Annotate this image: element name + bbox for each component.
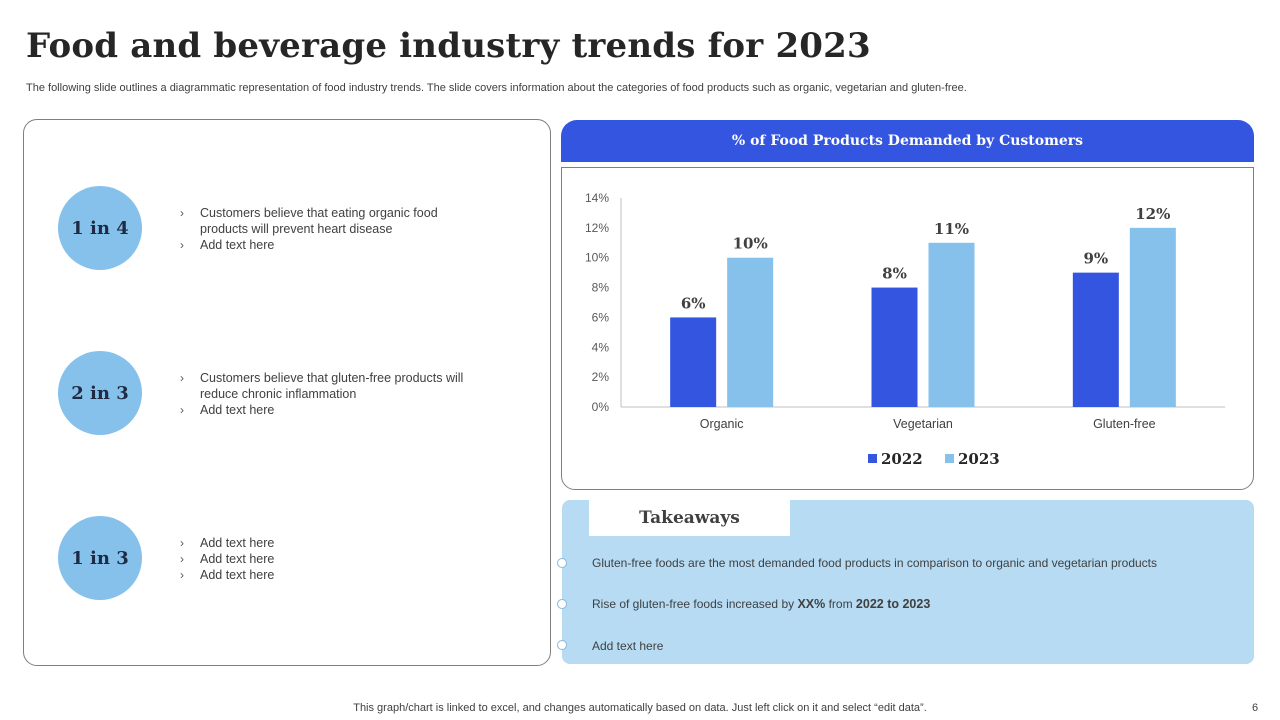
- y-tick-label: 10%: [585, 251, 609, 265]
- takeaways-heading: Takeaways: [589, 500, 790, 536]
- bar-2022-gluten-free: [1072, 272, 1119, 407]
- chart-frame[interactable]: [561, 167, 1254, 490]
- stat-circle-1: 1 in 4: [58, 186, 142, 270]
- takeaway-item-3: Add text here: [592, 639, 664, 653]
- data-label: 12%: [1135, 205, 1170, 223]
- chevron-right-icon: ›: [180, 568, 184, 582]
- slide-subtitle: The following slide outlines a diagramma…: [26, 82, 967, 94]
- data-label: 8%: [882, 265, 907, 283]
- takeaway-bullet-icon: [557, 640, 567, 650]
- bar-2022-organic: [670, 317, 717, 407]
- bullet-item: › Add text here: [180, 403, 275, 417]
- bullet-item: › Add text here: [180, 238, 275, 252]
- chevron-right-icon: ›: [180, 403, 184, 417]
- takeaway-item-2: Rise of gluten-free foods increased by X…: [592, 597, 931, 611]
- stat-circle-2: 2 in 3: [58, 351, 142, 435]
- chevron-right-icon: ›: [180, 552, 184, 566]
- y-tick-label: 12%: [585, 221, 609, 235]
- bar-chart[interactable]: 0% 2% 4% 6% 8% 10% 12% 14% 6% 10% Organic 8% 11% Vege…: [561, 167, 1254, 490]
- bullet-item: › Customers believe that eating organic f…: [180, 206, 438, 236]
- stat-bullets-1: › Customers believe that eating organic f…: [180, 205, 480, 253]
- bullet-item: › Add text here: [180, 536, 275, 550]
- takeaway-bullet-icon: [557, 599, 567, 609]
- takeaway-bullet-icon: [557, 558, 567, 568]
- y-tick-label: 2%: [592, 370, 610, 384]
- data-label: 11%: [934, 220, 969, 238]
- y-tick-label: 14%: [585, 191, 609, 205]
- x-tick-label: Vegetarian: [893, 417, 953, 431]
- stat-bullets-3: › Add text here › Add text here › Add text …: [180, 535, 480, 583]
- legend-swatch-2023: [945, 454, 954, 463]
- legend-label-2023: 2023: [958, 450, 1000, 468]
- y-tick-label: 4%: [592, 340, 610, 354]
- chevron-right-icon: ›: [180, 536, 184, 550]
- chart-header: % of Food Products Demanded by Customers: [561, 120, 1254, 162]
- bullet-item: › Add text here: [180, 568, 275, 582]
- bar-2023-organic: [727, 257, 774, 407]
- bar-2023-gluten-free: [1129, 227, 1176, 407]
- bullet-item: › Add text here: [180, 552, 275, 566]
- bullet-item: › Customers believe that gluten-free prod…: [180, 371, 464, 401]
- x-tick-label: Organic: [700, 417, 744, 431]
- footer-note: This graph/chart is linked to excel, and…: [353, 702, 927, 714]
- bar-2022-vegetarian: [871, 287, 918, 407]
- data-label: 10%: [733, 235, 768, 253]
- bar-2023-vegetarian: [928, 242, 975, 407]
- y-tick-label: 6%: [592, 310, 610, 324]
- data-label: 6%: [681, 294, 706, 312]
- chevron-right-icon: ›: [180, 238, 184, 252]
- y-tick-label: 0%: [592, 400, 610, 414]
- takeaway-item-1: Gluten-free foods are the most demanded …: [592, 556, 1158, 570]
- x-tick-label: Gluten-free: [1093, 417, 1156, 431]
- stat-bullets-2: › Customers believe that gluten-free prod…: [180, 370, 480, 418]
- legend-swatch-2022: [868, 454, 877, 463]
- y-tick-label: 8%: [592, 281, 610, 295]
- chevron-right-icon: ›: [180, 206, 184, 220]
- stat-circle-3: 1 in 3: [58, 516, 142, 600]
- page-number: 6: [1252, 702, 1259, 714]
- data-label: 9%: [1083, 250, 1108, 268]
- legend-label-2022: 2022: [881, 450, 923, 468]
- slide-title: Food and beverage industry trends for 20…: [26, 26, 871, 66]
- chevron-right-icon: ›: [180, 371, 184, 385]
- stats-panel: [23, 119, 551, 666]
